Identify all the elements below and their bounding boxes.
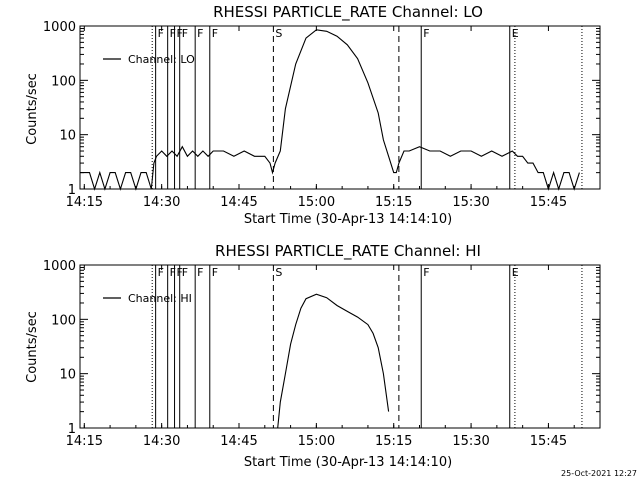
axis-ticks-lo: 14:15 14:30 14:45 15:00 15:15 15:30 15:45 1 10 10… [43, 20, 601, 210]
y-tick-label-hi-3: 1000 [43, 259, 76, 274]
y-tick-label-hi-2: 100 [51, 313, 76, 328]
x-tick-label-lo-3: 15:00 [298, 195, 335, 210]
event-markers-hi: FFFFFFSFE [151, 265, 583, 428]
y-tick-label-hi-0: 1 [68, 422, 76, 437]
panel-hi: RHESSI PARTICLE_RATE Channel: HI Counts/… [25, 242, 601, 470]
x-tick-label-lo-4: 15:15 [375, 195, 412, 210]
x-tick-label-hi-2: 14:45 [220, 434, 257, 449]
y-tick-label-lo-0: 1 [68, 183, 76, 198]
x-tick-label-hi-6: 15:45 [530, 434, 567, 449]
legend-label-lo: Channel: LO [128, 53, 195, 66]
legend-lo: Channel: LO [103, 53, 195, 66]
x-tick-label-lo-1: 14:30 [143, 195, 180, 210]
x-tick-label-hi-0: 14:15 [66, 434, 103, 449]
event-marker-label-lo-5: F [212, 27, 218, 40]
y-tick-label-hi-1: 10 [59, 368, 76, 383]
event-marker-label-hi-1: F [170, 266, 176, 279]
x-tick-label-lo-5: 15:30 [452, 195, 489, 210]
y-tick-label-lo-1: 10 [59, 129, 76, 144]
event-marker-label-lo-6: S [275, 27, 282, 40]
footer-timestamp: 25-Oct-2021 12:27 [561, 469, 637, 478]
event-marker-label-lo-7: F [423, 27, 429, 40]
event-marker-label-hi-7: F [423, 266, 429, 279]
event-marker-label-hi-4: F [197, 266, 203, 279]
x-tick-label-lo-6: 15:45 [530, 195, 567, 210]
x-axis-label-lo: Start Time (30-Apr-13 14:14:10) [244, 212, 452, 227]
event-marker-label-lo-3: F [182, 27, 188, 40]
y-axis-label-lo: Counts/sec [25, 73, 40, 145]
x-tick-label-hi-3: 15:00 [298, 434, 335, 449]
plot-frame-lo [79, 25, 601, 190]
x-tick-label-hi-1: 14:30 [143, 434, 180, 449]
event-marker-label-hi-3: F [182, 266, 188, 279]
event-marker-label-hi-8: E [512, 266, 519, 279]
legend-hi: Channel: HI [103, 292, 192, 305]
x-tick-label-hi-5: 15:30 [452, 434, 489, 449]
x-tick-label-lo-2: 14:45 [220, 195, 257, 210]
series-hi [277, 293, 390, 429]
legend-label-hi: Channel: HI [128, 292, 192, 305]
series-line-hi-0 [277, 293, 390, 429]
event-marker-label-hi-0: F [158, 266, 164, 279]
event-marker-label-hi-5: F [212, 266, 218, 279]
event-marker-label-lo-0: F [158, 27, 164, 40]
y-tick-label-lo-3: 1000 [43, 20, 76, 35]
chart-title-hi: RHESSI PARTICLE_RATE Channel: HI [215, 242, 481, 261]
x-axis-label-hi: Start Time (30-Apr-13 14:14:10) [244, 455, 452, 470]
plot-frame-hi [79, 264, 601, 429]
y-tick-label-lo-2: 100 [51, 74, 76, 89]
series-line-lo-0 [80, 29, 580, 191]
y-axis-label-hi: Counts/sec [25, 311, 40, 383]
event-markers-lo: FFFFFFSFE [151, 26, 583, 189]
panel-lo: RHESSI PARTICLE_RATE Channel: LO Counts/… [25, 3, 601, 227]
event-marker-label-lo-4: F [197, 27, 203, 40]
series-lo [80, 29, 580, 191]
event-marker-label-lo-8: E [512, 27, 519, 40]
axis-ticks-hi: 14:15 14:30 14:45 15:00 15:15 15:30 15:45 1 10 10… [43, 259, 601, 449]
event-marker-label-hi-6: S [275, 266, 282, 279]
chart-title-lo: RHESSI PARTICLE_RATE Channel: LO [213, 3, 483, 22]
x-tick-label-lo-0: 14:15 [66, 195, 103, 210]
x-tick-label-hi-4: 15:15 [375, 434, 412, 449]
event-marker-label-lo-1: F [170, 27, 176, 40]
